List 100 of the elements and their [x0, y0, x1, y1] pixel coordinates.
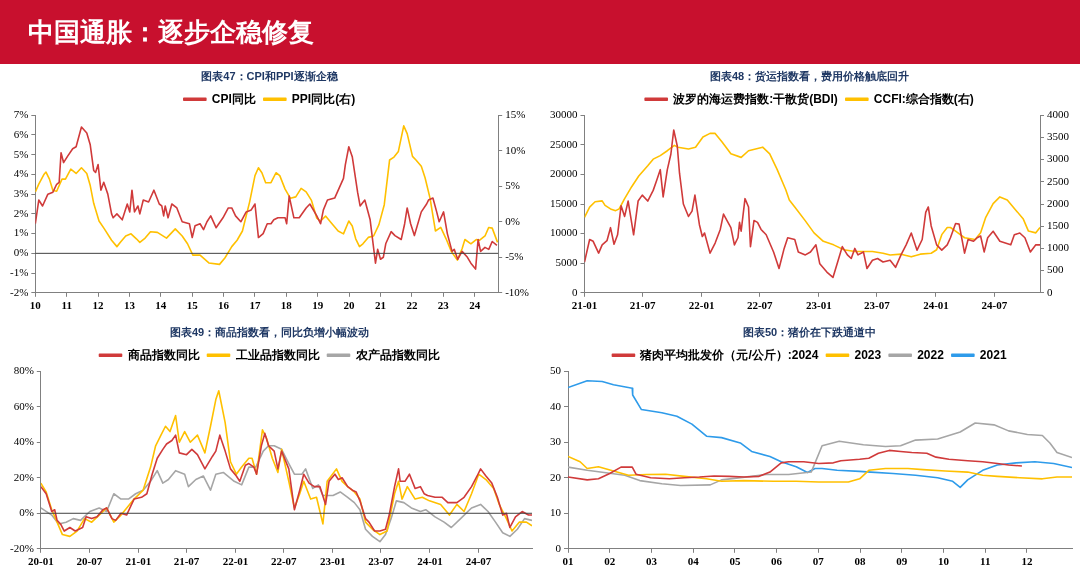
y-tick-label: -20% [10, 541, 34, 554]
x-tick-label: 24-07 [981, 299, 1008, 312]
text: 中国通胀：逐步企稳修复 [27, 15, 314, 49]
y-tick-label: 6% [13, 127, 29, 140]
legend-label: 2023 [854, 347, 882, 362]
x-tick-label: 10 [938, 555, 950, 568]
y-tick-label: 7% [13, 108, 29, 121]
chart-title: 图表48：货运指数看，费用价格触底回升 [709, 69, 910, 83]
y2-tick-label: 2000 [1047, 196, 1070, 209]
x-tick-label: 23-01 [805, 299, 832, 312]
x-tick-label: 18 [280, 299, 293, 312]
legend-label: CCFI:综合指数(右) [873, 91, 974, 106]
y2-tick-label: 0 [1047, 285, 1053, 298]
y2-tick-label: 1500 [1047, 219, 1070, 232]
x-tick-label: 13 [123, 299, 136, 312]
y-tick-label: 20% [13, 470, 34, 483]
y2-tick-label: 10% [505, 143, 526, 156]
y-tick-label: 0 [555, 541, 562, 554]
x-tick-label: 08 [854, 555, 867, 568]
x-tick-label: 21-01 [125, 555, 152, 568]
legend-label: 商品指数同比 [126, 347, 200, 362]
x-tick-label: 07 [812, 555, 825, 568]
legend-label: CPI同比 [211, 91, 256, 106]
y-tick-label: 5% [13, 147, 29, 160]
x-tick-label: 24-01 [923, 299, 949, 312]
y-tick-label: 20000 [550, 167, 578, 180]
y2-tick-label: 3000 [1047, 152, 1070, 165]
y2-tick-label: 3500 [1047, 130, 1070, 143]
y-tick-label: 0% [13, 246, 29, 259]
y-tick-label: 40 [550, 399, 562, 412]
x-tick-label: 20-01 [27, 555, 54, 568]
y-tick-label: 10000 [550, 226, 578, 239]
x-tick-label: 22 [406, 299, 418, 312]
x-tick-label: 11 [980, 555, 991, 568]
y-tick-label: -1% [10, 265, 29, 278]
x-tick-label: 21 [375, 299, 386, 312]
legend-label: 2022 [917, 347, 945, 362]
y-tick-label: 80% [13, 364, 34, 377]
y-tick-label: 1% [13, 226, 29, 239]
y-tick-label: 2% [13, 206, 29, 219]
y-tick-label: 60% [13, 399, 34, 412]
y-tick-label: 5000 [555, 256, 578, 269]
y2-tick-label: 500 [1047, 263, 1064, 276]
legend-label: 猪肉平均批发价（元/公斤）:2024 [639, 347, 819, 362]
y-tick-label: 0% [19, 506, 34, 519]
y2-tick-label: 2500 [1047, 174, 1070, 187]
x-tick-label: 23 [437, 299, 450, 312]
x-tick-label: 22-07 [270, 555, 298, 568]
x-tick-label: 21-01 [571, 299, 598, 312]
x-tick-label: 23-01 [319, 555, 346, 568]
y-tick-label: 0 [572, 285, 578, 298]
legend-label: 波罗的海运费指数:干散货(BDI) [672, 91, 838, 106]
x-tick-label: 12 [92, 299, 105, 312]
x-tick-label: 24-07 [465, 555, 492, 568]
x-tick-label: 09 [896, 555, 908, 568]
x-tick-label: 10 [29, 299, 42, 312]
y-tick-label: -2% [10, 285, 29, 298]
x-tick-label: 03 [645, 555, 658, 568]
y2-tick-label: 4000 [1047, 108, 1070, 121]
y2-tick-label: 5% [505, 179, 520, 192]
legend-label: 工业品指数同比 [234, 347, 320, 362]
x-tick-label: 24 [469, 299, 481, 312]
x-tick-label: 22-01 [222, 555, 249, 568]
y-tick-label: 4% [13, 167, 29, 180]
y2-tick-label: -5% [505, 250, 524, 263]
chart-title: 图表50：猪价在下跌通道中 [742, 325, 877, 338]
x-tick-label: 04 [687, 555, 700, 568]
x-tick-label: 16 [218, 299, 230, 312]
legend-label: 2021 [979, 347, 1007, 362]
x-tick-label: 24-01 [417, 555, 443, 568]
x-tick-label: 21-07 [629, 299, 656, 312]
x-tick-label: 05 [729, 555, 741, 568]
y-tick-label: 30 [550, 435, 562, 448]
y-tick-label: 25000 [550, 137, 578, 150]
x-tick-label: 14 [155, 299, 167, 312]
x-tick-label: 23-07 [864, 299, 891, 312]
x-tick-label: 23-07 [368, 555, 395, 568]
x-tick-label: 22-01 [688, 299, 715, 312]
x-tick-label: 22-07 [746, 299, 774, 312]
y2-tick-label: 15% [505, 108, 526, 121]
x-tick-label: 06 [771, 555, 783, 568]
legend-label: PPI同比(右) [291, 91, 356, 106]
x-tick-label: 20 [343, 299, 356, 312]
x-tick-label: 17 [249, 299, 261, 312]
chart-title: 图表49：商品指数看，同比负增小幅波动 [169, 325, 370, 338]
y-tick-label: 15000 [550, 196, 578, 209]
y-tick-label: 40% [13, 435, 34, 448]
chart-title: 图表47：CPI和PPI逐渐企稳 [201, 69, 339, 82]
x-tick-label: 11 [61, 299, 72, 312]
x-tick-label: 15 [186, 299, 199, 312]
legend-label: 农产品指数同比 [354, 347, 440, 362]
x-tick-label: 19 [312, 299, 324, 312]
y2-tick-label: -10% [505, 285, 529, 298]
y-tick-label: 3% [13, 187, 29, 200]
y2-tick-label: 1000 [1047, 241, 1070, 254]
y-tick-label: 20 [550, 470, 562, 483]
x-tick-label: 12 [1021, 555, 1033, 568]
x-tick-label: 01 [562, 555, 574, 568]
y-tick-label: 50 [550, 364, 562, 377]
x-tick-label: 21-07 [173, 555, 200, 568]
